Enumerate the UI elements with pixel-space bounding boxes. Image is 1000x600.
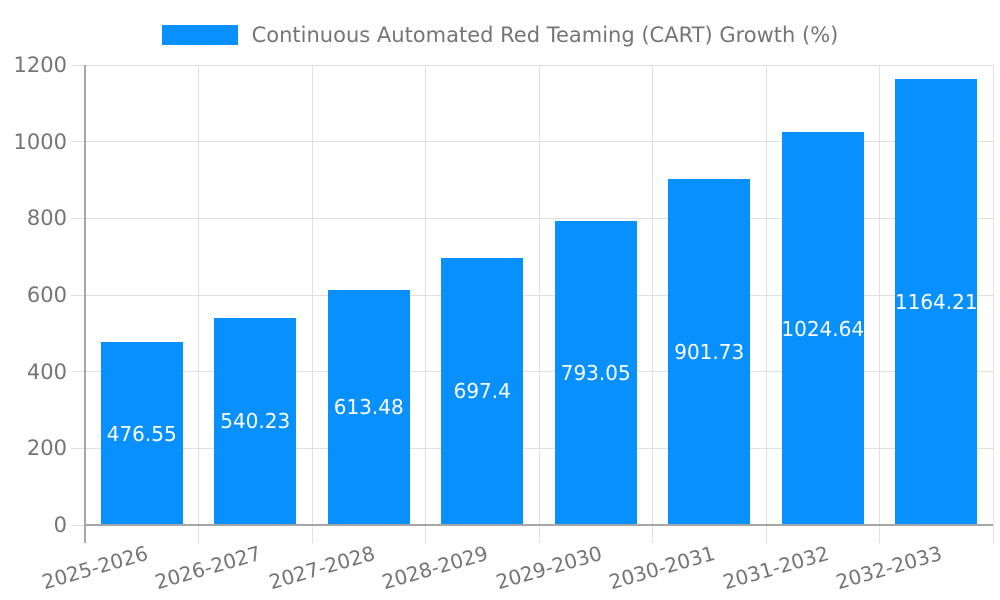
- y-axis-line: [84, 65, 86, 543]
- bar-value-label: 1024.64: [781, 316, 865, 341]
- chart-legend[interactable]: Continuous Automated Red Teaming (CART) …: [0, 18, 1000, 52]
- x-axis-tick-label: 2025-2026: [38, 541, 151, 595]
- bar-value-label: 697.4: [453, 379, 511, 404]
- v-gridline: [198, 65, 199, 543]
- x-axis-tick-label: 2029-2030: [492, 541, 605, 595]
- x-axis-tick-label: 2032-2033: [833, 541, 945, 595]
- v-gridline: [765, 65, 767, 543]
- bar: 540.23: [214, 317, 297, 525]
- v-gridline: [425, 65, 426, 543]
- x-axis-tick-label: 2027-2028: [265, 541, 378, 595]
- legend-label: Continuous Automated Red Teaming (CART) …: [251, 23, 839, 47]
- y-axis-tick-label: 800: [26, 206, 67, 231]
- bar: 476.55: [100, 342, 183, 525]
- bar: 613.48: [327, 289, 410, 525]
- bar: 793.05: [554, 220, 637, 525]
- y-axis-tick-label: 1200: [13, 53, 67, 77]
- v-gridline: [652, 65, 653, 543]
- x-axis-line: [85, 524, 993, 526]
- bar-value-label: 613.48: [333, 395, 404, 420]
- h-gridline: [71, 217, 993, 219]
- legend-swatch-icon: [161, 25, 238, 45]
- bar-value-label: 901.73: [674, 340, 745, 365]
- y-axis-tick-label: 0: [53, 513, 67, 537]
- y-axis-tick-label: 1000: [13, 129, 67, 154]
- bar: 1024.64: [781, 132, 865, 525]
- y-axis-tick-label: 200: [26, 436, 67, 461]
- h-gridline: [71, 64, 993, 66]
- x-axis-tick-label: 2026-2027: [152, 541, 264, 595]
- x-axis-tick-label: 2031-2032: [719, 541, 832, 595]
- h-gridline: [71, 447, 993, 449]
- x-axis-tick-label: 2030-2031: [606, 541, 718, 595]
- v-gridline: [879, 65, 880, 543]
- y-axis-tick-label: 600: [26, 283, 67, 307]
- bar-value-label: 1164.21: [894, 289, 978, 314]
- bar: 697.4: [441, 257, 524, 525]
- h-gridline: [71, 294, 993, 296]
- bar: 1164.21: [894, 78, 978, 525]
- h-gridline: [71, 141, 993, 143]
- bar-value-label: 540.23: [220, 409, 291, 434]
- v-gridline: [538, 65, 540, 543]
- h-gridline: [71, 371, 993, 373]
- bar-value-label: 476.55: [106, 421, 177, 446]
- v-gridline: [992, 65, 994, 543]
- y-axis-tick-label: 400: [26, 359, 67, 384]
- bar: 901.73: [668, 179, 751, 525]
- v-gridline: [311, 65, 313, 543]
- bar-value-label: 793.05: [560, 360, 631, 385]
- h-gridline: [71, 524, 85, 526]
- x-axis-tick-label: 2028-2029: [379, 541, 491, 595]
